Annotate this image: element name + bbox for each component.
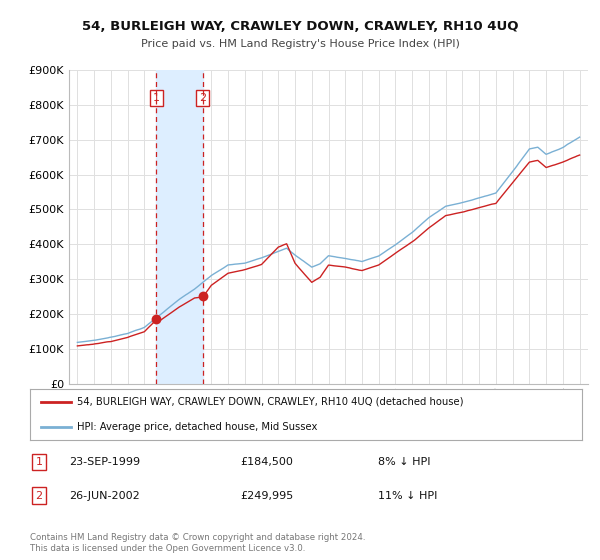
Text: Price paid vs. HM Land Registry's House Price Index (HPI): Price paid vs. HM Land Registry's House … [140,39,460,49]
Point [152,315,161,324]
Text: 8% ↓ HPI: 8% ↓ HPI [378,457,431,467]
Text: 2: 2 [35,491,43,501]
Text: HPI: Average price, detached house, Mid Sussex: HPI: Average price, detached house, Mid … [77,422,317,432]
Text: 54, BURLEIGH WAY, CRAWLEY DOWN, CRAWLEY, RH10 4UQ: 54, BURLEIGH WAY, CRAWLEY DOWN, CRAWLEY,… [82,20,518,32]
Text: 2: 2 [199,93,206,103]
Bar [157,70,203,384]
Text: This data is licensed under the Open Government Licence v3.0.: This data is licensed under the Open Gov… [30,544,305,553]
Text: 1: 1 [153,93,160,103]
Text: £184,500: £184,500 [240,457,293,467]
Text: 26-JUN-2002: 26-JUN-2002 [69,491,140,501]
Text: 23-SEP-1999: 23-SEP-1999 [69,457,140,467]
Text: 11% ↓ HPI: 11% ↓ HPI [378,491,437,501]
Text: £249,995: £249,995 [240,491,293,501]
Point [198,292,208,301]
Text: Contains HM Land Registry data © Crown copyright and database right 2024.: Contains HM Land Registry data © Crown c… [30,533,365,542]
Text: 54, BURLEIGH WAY, CRAWLEY DOWN, CRAWLEY, RH10 4UQ (detached house): 54, BURLEIGH WAY, CRAWLEY DOWN, CRAWLEY,… [77,397,463,407]
Text: 1: 1 [35,457,43,467]
